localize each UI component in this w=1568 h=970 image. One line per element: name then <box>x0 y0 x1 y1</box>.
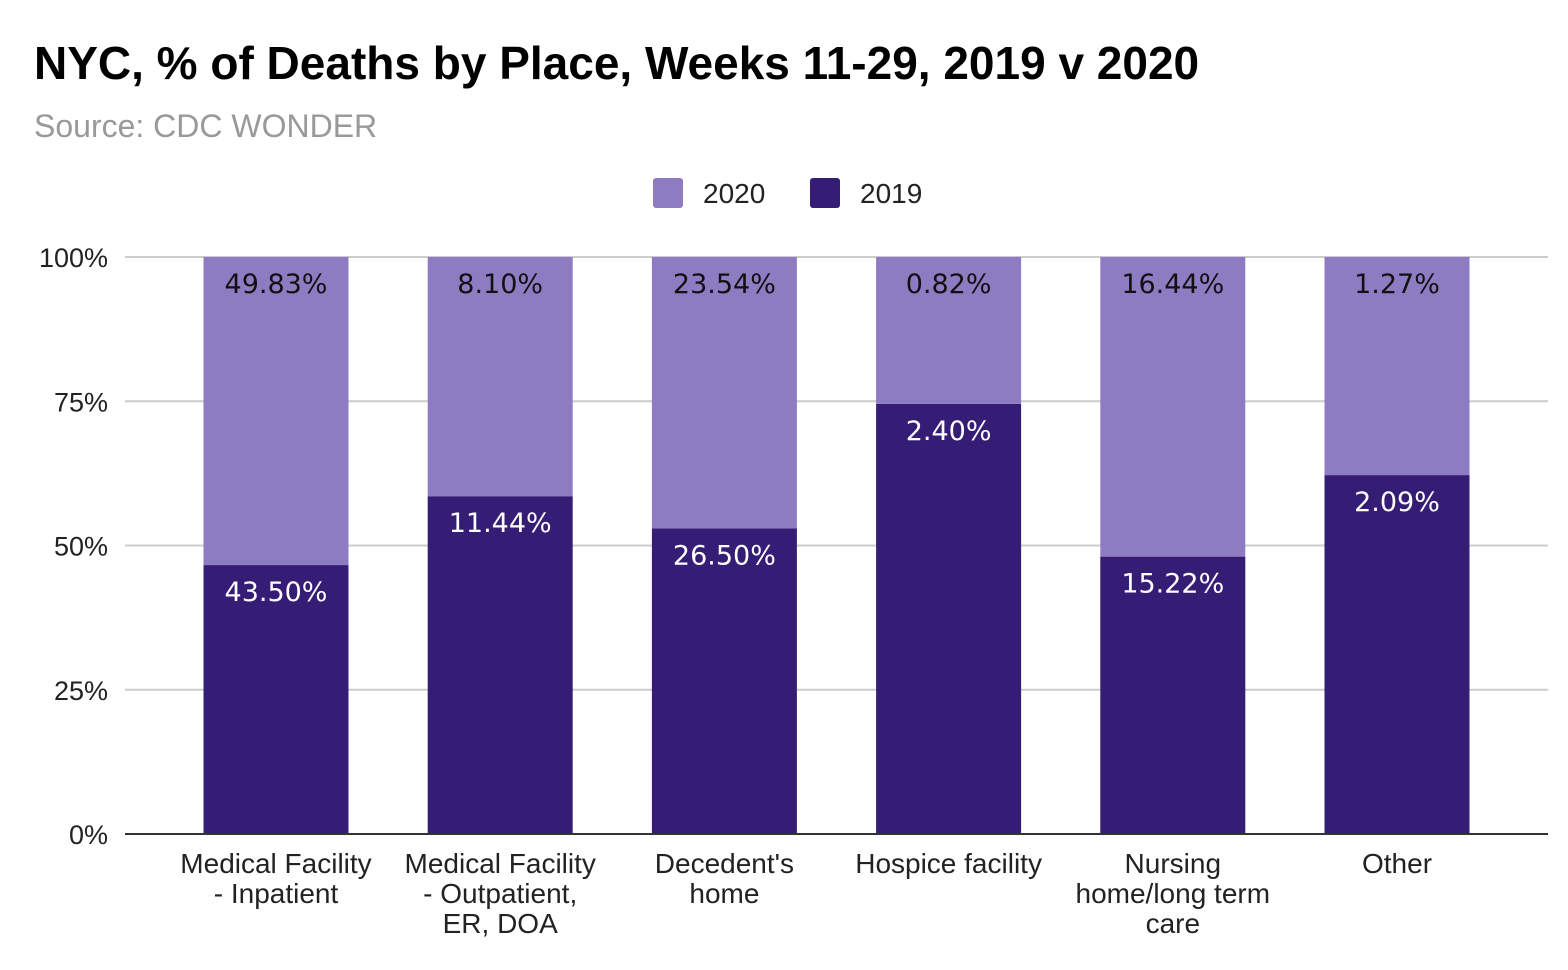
x-tick-label: Medical Facility <box>180 848 371 879</box>
x-tick-label: Other <box>1362 848 1432 879</box>
data-label-2020: 8.10% <box>457 269 543 300</box>
bar-2020 <box>876 257 1022 404</box>
bar-2020 <box>651 257 797 529</box>
y-tick-label: 50% <box>54 532 108 562</box>
data-label-2020: 49.83% <box>225 269 328 300</box>
y-tick-label: 75% <box>54 387 108 417</box>
x-tick-label: Nursing <box>1125 848 1221 879</box>
data-label-2020: 0.82% <box>906 269 992 300</box>
data-label-2020: 16.44% <box>1121 269 1224 300</box>
bar-2020 <box>1100 257 1246 557</box>
bar-2019 <box>1100 556 1246 834</box>
chart-title: NYC, % of Deaths by Place, Weeks 11-29, … <box>34 37 1200 89</box>
data-label-2019: 2.40% <box>906 416 992 447</box>
bar-2019 <box>1324 475 1470 834</box>
x-tick-label: Medical Facility <box>405 848 596 879</box>
legend-swatch-2020 <box>653 178 683 208</box>
x-tick-label: home <box>689 878 759 909</box>
data-label-2019: 11.44% <box>449 508 552 539</box>
data-label-2019: 2.09% <box>1354 487 1440 518</box>
x-tick-label: - Outpatient, <box>423 878 577 909</box>
y-tick-label: 25% <box>54 676 108 706</box>
bar-2020 <box>203 257 349 566</box>
x-tick-label: Decedent's <box>655 848 794 879</box>
legend-label-2019: 2019 <box>860 178 922 209</box>
bar-2019 <box>651 528 797 834</box>
legend-label-2020: 2020 <box>703 178 765 209</box>
x-tick-label: Hospice facility <box>855 848 1042 879</box>
data-label-2020: 23.54% <box>673 269 776 300</box>
data-label-2019: 15.22% <box>1121 569 1224 600</box>
chart-subtitle: Source: CDC WONDER <box>34 108 378 144</box>
bar-2020 <box>1324 257 1470 476</box>
data-label-2020: 1.27% <box>1354 269 1440 300</box>
bar-2020 <box>427 257 573 497</box>
bar-2019 <box>876 403 1022 834</box>
y-tick-label: 100% <box>39 243 108 273</box>
data-label-2019: 26.50% <box>673 540 776 571</box>
x-tick-label: home/long term <box>1076 878 1271 909</box>
y-tick-label: 0% <box>69 820 108 850</box>
x-tick-label: ER, DOA <box>443 908 558 939</box>
bar-2019 <box>203 565 349 834</box>
bar-2019 <box>427 496 573 834</box>
x-tick-label: - Inpatient <box>214 878 339 909</box>
data-label-2019: 43.50% <box>225 577 328 608</box>
x-tick-label: care <box>1146 908 1200 939</box>
legend-swatch-2019 <box>810 178 840 208</box>
